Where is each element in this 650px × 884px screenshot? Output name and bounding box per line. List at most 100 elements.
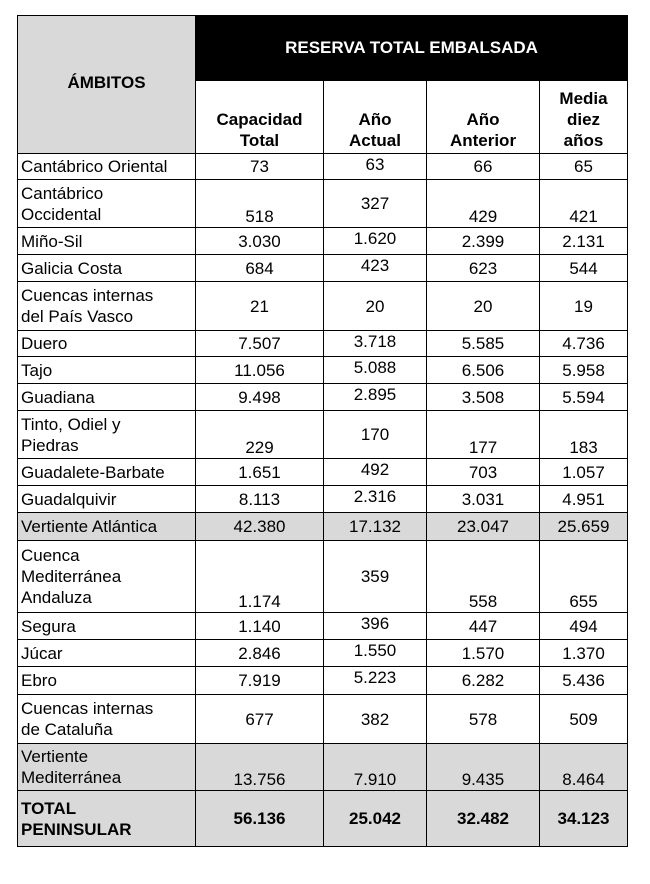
ano-actual-cell: 327 bbox=[323, 179, 427, 228]
media-diez-anos-cell: 4.951 bbox=[538, 485, 629, 513]
column-header-row: Capacidad Total Año Actual Año Anterior Media d… bbox=[18, 80, 629, 154]
table-row: Segura 1.140 396 447 494 bbox=[17, 612, 629, 640]
header-media-diez-anos: Media diez años bbox=[538, 80, 629, 154]
table-row: Cantábrico Oriental 73 63 66 65 bbox=[17, 153, 629, 180]
capacidad-total-cell: 229 bbox=[195, 410, 324, 459]
header-capacidad-total: Capacidad Total bbox=[195, 80, 324, 154]
ano-anterior-cell: 3.508 bbox=[426, 383, 540, 411]
ano-anterior-cell: 20 bbox=[426, 281, 540, 331]
media-diez-anos-cell: 34.123 bbox=[538, 790, 629, 847]
ano-anterior-cell: 9.435 bbox=[426, 743, 540, 791]
ano-actual-cell: 382 bbox=[323, 694, 427, 744]
table-row: Ebro 7.919 5.223 6.282 5.436 bbox=[17, 666, 629, 695]
ambito-label: Segura bbox=[17, 612, 196, 640]
media-diez-anos-cell: 19 bbox=[538, 281, 629, 331]
media-diez-anos-cell: 183 bbox=[538, 410, 629, 459]
media-diez-anos-cell: 1.370 bbox=[538, 639, 629, 667]
reservoir-table: ÁMBITOS RESERVA TOTAL EMBALSADA Capacida… bbox=[17, 15, 629, 847]
ambito-label: Cantábrico Occidental bbox=[17, 179, 196, 228]
table-row: Júcar 2.846 1.550 1.570 1.370 bbox=[17, 639, 629, 667]
ano-actual-cell: 170 bbox=[323, 410, 427, 459]
ano-actual-cell: 20 bbox=[323, 281, 427, 331]
capacidad-total-cell: 73 bbox=[195, 153, 324, 180]
media-diez-anos-cell: 8.464 bbox=[538, 743, 629, 791]
capacidad-total-cell: 9.498 bbox=[195, 383, 324, 411]
subtotal-row: Vertiente Atlántica 42.380 17.132 23.047 25.… bbox=[17, 512, 629, 541]
media-diez-anos-cell: 5.594 bbox=[538, 383, 629, 411]
ano-anterior-cell: 177 bbox=[426, 410, 540, 459]
media-diez-anos-cell: 5.436 bbox=[538, 666, 629, 695]
ano-anterior-cell: 623 bbox=[426, 254, 540, 282]
ano-anterior-cell: 6.282 bbox=[426, 666, 540, 695]
ambito-label: Tinto, Odiel y Piedras bbox=[17, 410, 196, 459]
media-diez-anos-cell: 655 bbox=[538, 540, 629, 613]
table-row: Cuencas internas de Cataluña 677 382 578 509 bbox=[17, 694, 629, 744]
ambito-label: Guadalquivir bbox=[17, 485, 196, 513]
ambito-label: Cantábrico Oriental bbox=[17, 153, 196, 180]
table-row: Galicia Costa 684 423 623 544 bbox=[17, 254, 629, 282]
ano-actual-cell: 63 bbox=[323, 153, 427, 180]
capacidad-total-cell: 7.919 bbox=[195, 666, 324, 695]
table-row: Tinto, Odiel y Piedras 229 170 177 183 bbox=[17, 410, 629, 459]
ano-actual-cell: 5.223 bbox=[323, 666, 427, 695]
table-row: Duero 7.507 3.718 5.585 4.736 bbox=[17, 330, 629, 357]
media-diez-anos-cell: 509 bbox=[538, 694, 629, 744]
ano-actual-cell: 359 bbox=[323, 540, 427, 613]
ano-actual-cell: 25.042 bbox=[323, 790, 427, 847]
header-ano-actual: Año Actual bbox=[323, 80, 427, 154]
subtotal-row: Vertiente Mediterránea 13.756 7.910 9.435 8.4… bbox=[17, 743, 629, 791]
ano-anterior-cell: 447 bbox=[426, 612, 540, 640]
capacidad-total-cell: 21 bbox=[195, 281, 324, 331]
media-diez-anos-cell: 5.958 bbox=[538, 356, 629, 384]
media-diez-anos-cell: 65 bbox=[538, 153, 629, 180]
capacidad-total-cell: 2.846 bbox=[195, 639, 324, 667]
ano-anterior-cell: 578 bbox=[426, 694, 540, 744]
media-diez-anos-cell: 25.659 bbox=[538, 512, 629, 541]
ambito-label: Tajo bbox=[17, 356, 196, 384]
ano-anterior-cell: 66 bbox=[426, 153, 540, 180]
row-header-ambitos: ÁMBITOS bbox=[17, 15, 196, 154]
table-row: Cuencas internas del País Vasco 21 20 20 19 bbox=[17, 281, 629, 331]
ambito-label: Guadiana bbox=[17, 383, 196, 411]
ano-actual-cell: 2.895 bbox=[323, 383, 427, 411]
table-title: RESERVA TOTAL EMBALSADA bbox=[194, 15, 629, 81]
ano-actual-cell: 1.550 bbox=[323, 639, 427, 667]
ambito-label: Galicia Costa bbox=[17, 254, 196, 282]
media-diez-anos-cell: 4.736 bbox=[538, 330, 629, 357]
ambito-label: TOTAL PENINSULAR bbox=[17, 790, 196, 847]
table-row: Tajo 11.056 5.088 6.506 5.958 bbox=[17, 356, 629, 384]
ano-anterior-cell: 23.047 bbox=[426, 512, 540, 541]
media-diez-anos-cell: 544 bbox=[538, 254, 629, 282]
capacidad-total-cell: 1.651 bbox=[195, 458, 324, 486]
capacidad-total-cell: 3.030 bbox=[195, 227, 324, 255]
ambito-label: Vertiente Atlántica bbox=[17, 512, 196, 541]
capacidad-total-cell: 11.056 bbox=[195, 356, 324, 384]
capacidad-total-cell: 56.136 bbox=[195, 790, 324, 847]
ano-actual-cell: 1.620 bbox=[323, 227, 427, 255]
ambito-label: Cuencas internas de Cataluña bbox=[17, 694, 196, 744]
ano-anterior-cell: 5.585 bbox=[426, 330, 540, 357]
ano-actual-cell: 7.910 bbox=[323, 743, 427, 791]
capacidad-total-cell: 7.507 bbox=[195, 330, 324, 357]
ambito-label: Cuencas internas del País Vasco bbox=[17, 281, 196, 331]
ano-anterior-cell: 2.399 bbox=[426, 227, 540, 255]
table-row: Guadalquivir 8.113 2.316 3.031 4.951 bbox=[17, 485, 629, 513]
capacidad-total-cell: 1.140 bbox=[195, 612, 324, 640]
ano-actual-cell: 423 bbox=[323, 254, 427, 282]
ano-anterior-cell: 32.482 bbox=[426, 790, 540, 847]
table-row: Guadalete-Barbate 1.651 492 703 1.057 bbox=[17, 458, 629, 486]
table-row: Cantábrico Occidental 518 327 429 421 bbox=[17, 179, 629, 228]
table-row: Guadiana 9.498 2.895 3.508 5.594 bbox=[17, 383, 629, 411]
capacidad-total-cell: 8.113 bbox=[195, 485, 324, 513]
ano-anterior-cell: 429 bbox=[426, 179, 540, 228]
ambito-label: Guadalete-Barbate bbox=[17, 458, 196, 486]
capacidad-total-cell: 518 bbox=[195, 179, 324, 228]
table-body: Cantábrico Oriental 73 63 66 65 Cantábrico Occ… bbox=[17, 153, 629, 847]
ambito-label: Duero bbox=[17, 330, 196, 357]
ambito-label: Vertiente Mediterránea bbox=[17, 743, 196, 791]
ano-actual-cell: 17.132 bbox=[323, 512, 427, 541]
ano-actual-cell: 492 bbox=[323, 458, 427, 486]
capacidad-total-cell: 42.380 bbox=[195, 512, 324, 541]
ano-anterior-cell: 6.506 bbox=[426, 356, 540, 384]
capacidad-total-cell: 13.756 bbox=[195, 743, 324, 791]
